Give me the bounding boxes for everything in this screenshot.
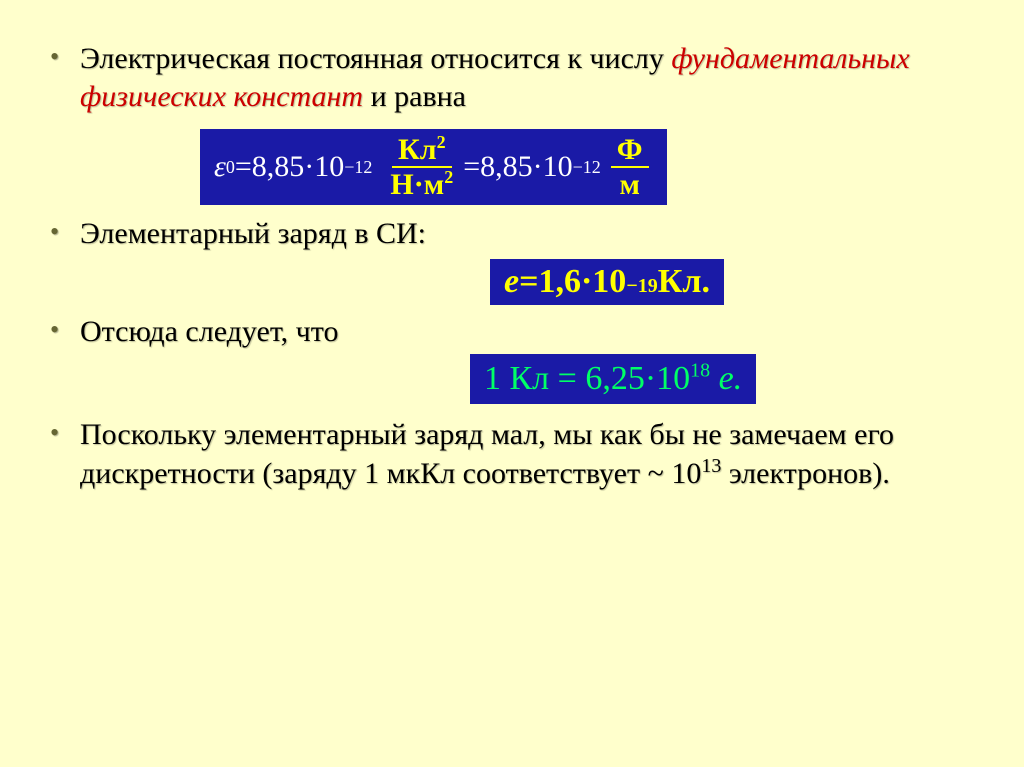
formula-e: e = 1,6·10−19 Кл. [490, 259, 724, 305]
eps-frac2: Ф м [611, 133, 649, 201]
formula-e-wrap: e = 1,6·10−19 Кл. [490, 259, 1024, 305]
kl-unit: e. [719, 360, 743, 397]
eps-val: 8,85·10 [252, 150, 345, 184]
b4-post: электронов). [721, 457, 890, 490]
bullet-icon: • [50, 416, 80, 450]
kl-eq: = [558, 360, 586, 397]
e-val: 1,6·10 [538, 263, 626, 301]
formula-kl-wrap: 1 Кл = 6,25·1018 e. [470, 354, 1024, 404]
eps-eq: = [235, 150, 252, 184]
bullet-icon: • [50, 40, 80, 74]
b4-sup: 13 [701, 455, 721, 477]
e-unit: Кл. [658, 263, 710, 301]
bullet-3-text: Отсюда следует, что [80, 313, 338, 351]
bullet-1-text: Электрическая постоянная относится к чис… [80, 40, 974, 115]
f1-den-sup: 2 [444, 167, 453, 187]
f1-num-sup: 2 [437, 132, 446, 152]
e-eq: = [519, 263, 538, 301]
bullet-3: • Отсюда следует, что [50, 313, 974, 351]
e-exp: −19 [626, 275, 657, 298]
formula-epsilon: ε0 = 8,85·10−12 Кл2 Н·м2 = 8,85·10−12 Ф … [200, 129, 667, 205]
eps-val2: 8,85·10 [480, 150, 573, 184]
eps-sub: 0 [226, 157, 235, 178]
b1-post: и равна [363, 80, 466, 113]
eps-eq2: = [463, 150, 480, 184]
bullet-icon: • [50, 215, 80, 249]
eps-frac1: Кл2 Н·м2 [384, 133, 459, 201]
f1-den-a: Н·м [390, 168, 444, 201]
b1-pre: Электрическая постоянная относится к чис… [80, 42, 671, 75]
slide-content: • Электрическая постоянная относится к ч… [0, 0, 1024, 530]
formula-kl: 1 Кл = 6,25·1018 e. [470, 354, 756, 404]
f2-den: м [613, 168, 645, 201]
bullet-2-text: Элементарный заряд в СИ: [80, 215, 426, 253]
bullet-icon: • [50, 313, 80, 347]
bullet-1: • Электрическая постоянная относится к ч… [50, 40, 974, 115]
bullet-4: • Поскольку элементарный заряд мал, мы к… [50, 416, 974, 492]
eps-exp: −12 [344, 157, 372, 178]
eps-sym: ε [214, 150, 226, 184]
bullet-4-text: Поскольку элементарный заряд мал, мы как… [80, 416, 974, 492]
kl-val: 6,25·10 [585, 360, 690, 397]
bullet-2: • Элементарный заряд в СИ: [50, 215, 974, 253]
e-lhs: e [504, 263, 519, 301]
f1-num-a: Кл [398, 133, 437, 166]
kl-exp: 18 [690, 360, 710, 382]
f2-num: Ф [611, 133, 649, 168]
eps-exp2: −12 [573, 157, 601, 178]
kl-lhs: 1 Кл [484, 360, 549, 397]
